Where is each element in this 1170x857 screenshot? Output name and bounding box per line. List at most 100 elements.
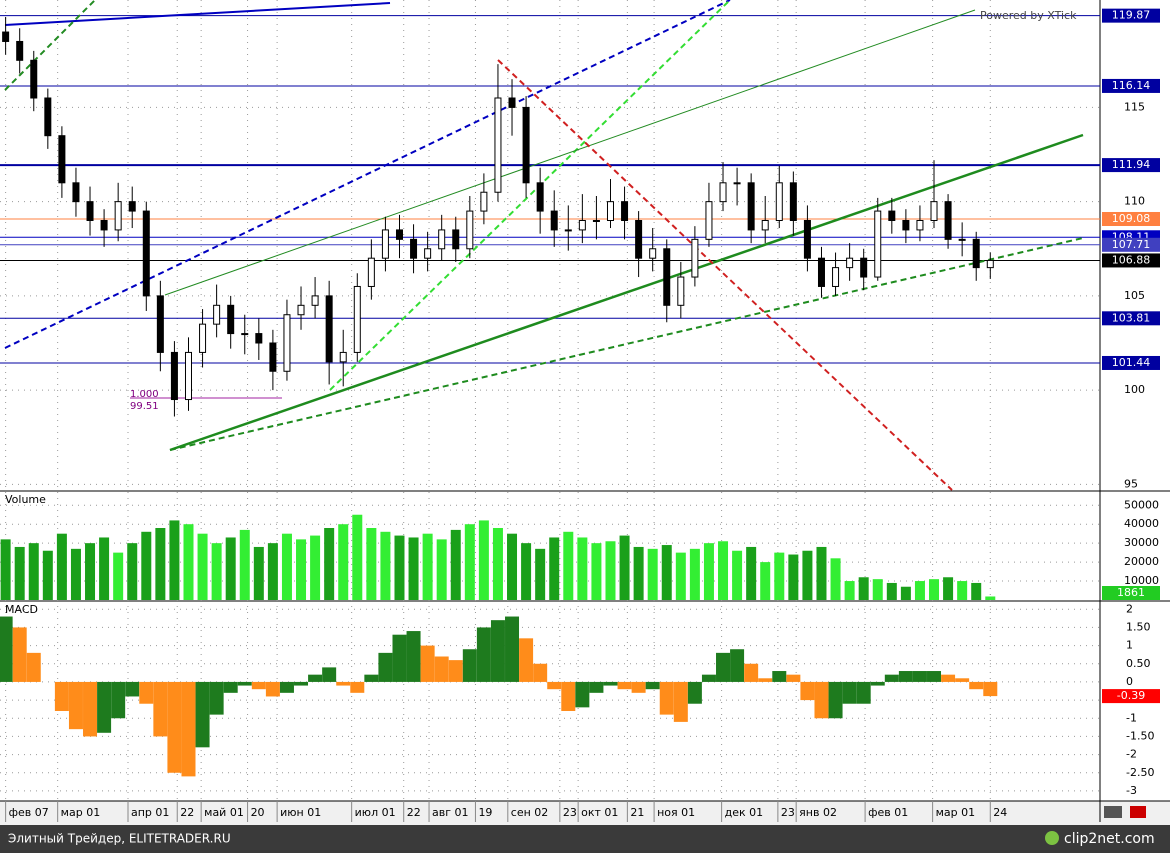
macd-bar — [265, 681, 280, 697]
volume-bar — [689, 548, 700, 600]
price-tag-label: 107.71 — [1112, 238, 1151, 251]
macd-bar — [856, 681, 871, 704]
y-tick-label: 0 — [1126, 675, 1133, 688]
volume-bar — [563, 531, 574, 600]
macd-bar — [350, 681, 365, 693]
macd-bar — [111, 681, 126, 719]
macd-bar — [237, 681, 252, 686]
price-tag-label: 101.44 — [1112, 356, 1151, 369]
macd-bar — [294, 681, 309, 686]
volume-bar — [169, 520, 180, 600]
footer-brand: clip2net.com — [1064, 831, 1155, 847]
price-tag-label: 109.08 — [1112, 212, 1151, 225]
y-tick-label: 50000 — [1124, 498, 1159, 511]
volume-bar — [872, 579, 883, 600]
macd-bar — [392, 634, 407, 682]
candle-body — [72, 182, 80, 203]
x-tick-label: 20 — [251, 806, 265, 819]
macd-bar — [533, 663, 548, 682]
volume-bar — [464, 524, 475, 600]
volume-bar — [549, 537, 560, 600]
macd-bar — [912, 671, 927, 682]
candle-body — [606, 201, 614, 221]
candle-body — [466, 210, 474, 250]
macd-bar — [687, 681, 702, 704]
candle-body — [339, 351, 347, 363]
macd-bar — [153, 681, 168, 737]
trend-line — [169, 237, 1084, 451]
macd-bar — [730, 649, 745, 682]
macd-bar — [884, 674, 899, 682]
candle-body — [550, 210, 558, 231]
y-tick-label: -2.50 — [1126, 766, 1154, 779]
price-tag-label: 106.88 — [1112, 253, 1151, 266]
candle-body — [241, 333, 249, 336]
macd-bar — [336, 681, 351, 686]
candle-body — [297, 304, 305, 316]
candle-body — [972, 238, 980, 269]
volume-bar — [183, 524, 194, 600]
y-tick-label: 100 — [1124, 383, 1145, 396]
volume-bar — [971, 582, 982, 600]
volume-bar — [535, 548, 546, 600]
y-tick-label: 105 — [1124, 289, 1145, 302]
candle-body — [958, 238, 966, 241]
macd-bar — [800, 681, 815, 701]
annotation: 1.000 — [130, 389, 159, 400]
volume-bar — [197, 533, 208, 600]
volume-bar — [661, 545, 672, 600]
volume-bar — [380, 531, 391, 600]
toolbar-button[interactable] — [1130, 806, 1146, 818]
candle-body — [874, 210, 882, 278]
value-tag-label: 1861 — [1117, 586, 1145, 599]
y-tick-label: -3 — [1126, 784, 1137, 797]
volume-bar — [957, 581, 968, 600]
y-tick-label: 115 — [1124, 100, 1145, 113]
candle-body — [381, 229, 389, 259]
macd-bar — [983, 681, 998, 697]
x-tick-label: 23 — [563, 806, 577, 819]
macd-bar — [279, 681, 294, 693]
volume-bar — [900, 586, 911, 600]
macd-bar — [97, 681, 112, 733]
y-tick-label: -1 — [1126, 711, 1137, 724]
macd-bar — [0, 616, 13, 682]
candle-body — [170, 351, 178, 401]
x-tick-label: окт 01 — [581, 806, 618, 819]
volume-bar — [675, 552, 686, 600]
volume-bar — [788, 554, 799, 600]
toolbar-button[interactable] — [1104, 806, 1122, 818]
volume-bar — [324, 528, 335, 600]
macd-bar — [716, 652, 731, 682]
y-tick-label: 110 — [1124, 195, 1145, 208]
macd-bar — [476, 627, 491, 682]
trend-line — [4, 2, 391, 26]
macd-bar — [603, 681, 618, 686]
volume-bar — [281, 533, 292, 600]
volume-bar — [633, 546, 644, 600]
volume-bar — [436, 539, 447, 600]
volume-bar — [577, 537, 588, 600]
candle-body — [227, 304, 235, 335]
candle-body — [424, 248, 432, 259]
candle-body — [438, 229, 446, 250]
macd-bar — [462, 649, 477, 682]
footer-text: Элитный Трейдер, ELITETRADER.RU — [8, 832, 231, 846]
candle-body — [86, 201, 94, 221]
volume-bar — [338, 524, 349, 600]
volume-bar — [591, 543, 602, 600]
y-tick-label: 40000 — [1124, 517, 1159, 530]
candle-body — [578, 220, 586, 231]
volume-bar — [85, 543, 96, 600]
y-tick-label: 2 — [1126, 602, 1133, 615]
x-tick-label: 21 — [630, 806, 644, 819]
y-tick-label: 10000 — [1124, 574, 1159, 587]
candle-body — [817, 257, 825, 287]
volume-bar — [394, 535, 405, 600]
volume-bar — [28, 543, 39, 600]
volume-bar — [492, 528, 503, 600]
macd-bar — [631, 681, 646, 693]
x-tick-label: авг 01 — [432, 806, 469, 819]
x-tick-label: 23 — [781, 806, 795, 819]
